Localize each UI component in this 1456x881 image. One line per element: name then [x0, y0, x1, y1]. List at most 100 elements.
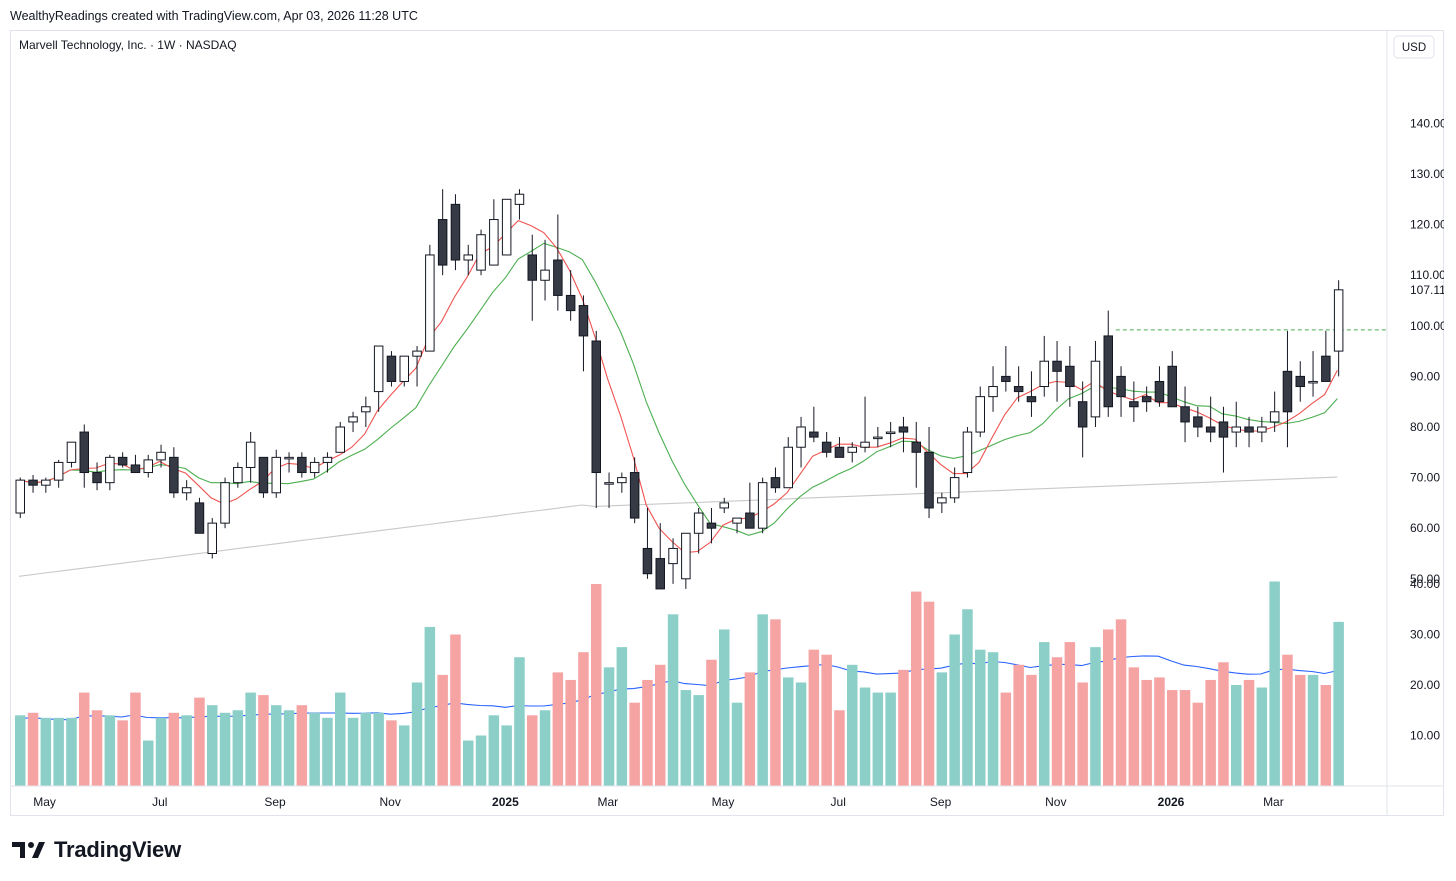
candle-body — [463, 254, 473, 261]
candle-body — [181, 487, 192, 494]
candle-body — [847, 446, 857, 453]
volume-bar — [591, 584, 602, 786]
candle-body — [297, 456, 307, 474]
candle-body — [911, 441, 921, 453]
volume-bar — [744, 672, 756, 786]
candle-body — [988, 386, 998, 398]
candle-body — [719, 502, 729, 509]
price-tick-label: 80.00 — [1410, 420, 1440, 434]
volume-bar — [642, 679, 653, 786]
candle-body — [693, 512, 704, 534]
volume-bar — [667, 614, 679, 786]
candle-body — [783, 446, 793, 489]
price-tick-label: 90.00 — [1410, 369, 1440, 383]
candle-body — [143, 459, 153, 474]
price-tick-label: 20.00 — [1410, 678, 1440, 692]
candle-body — [1231, 426, 1241, 433]
candle-body — [501, 198, 512, 256]
time-axis-label: Jul — [831, 795, 846, 809]
volume-bar — [1205, 679, 1216, 786]
candle-body — [1141, 396, 1152, 403]
volume-bar — [27, 712, 39, 786]
candle-body — [898, 426, 909, 433]
volume-bar — [296, 705, 308, 786]
candle-body — [1039, 360, 1049, 388]
candle-body — [949, 477, 960, 499]
volume-bar — [258, 695, 269, 786]
time-axis-label: Sep — [264, 795, 286, 809]
candle-body — [1103, 335, 1113, 408]
price-tick-label: 120.00 — [1410, 218, 1444, 232]
candle-body — [629, 472, 640, 519]
price-tick-label: 70.00 — [1410, 471, 1440, 485]
symbol-title: Marvell Technology, Inc. · 1W · NASDAQ — [19, 38, 237, 52]
volume-bar — [616, 647, 628, 786]
volume-bar — [565, 679, 576, 786]
volume-bar — [923, 601, 935, 786]
volume-bar — [424, 626, 436, 786]
time-axis-label: Sep — [930, 795, 952, 809]
volume-bar — [898, 669, 909, 786]
candle-body — [757, 482, 768, 529]
volume-bar — [155, 717, 167, 786]
candle-body — [770, 477, 781, 489]
candle-body — [1167, 365, 1177, 408]
ma-long-line — [18, 476, 1338, 577]
volume-bar — [271, 705, 282, 786]
currency-label: USD — [1402, 42, 1426, 54]
price-tick-label: 30.00 — [1410, 628, 1440, 642]
candle-body — [514, 193, 525, 205]
candle-body — [860, 441, 870, 448]
volume-bar — [1039, 642, 1050, 786]
candle-body — [373, 345, 384, 393]
volume-bar — [1077, 682, 1088, 786]
candle-body — [79, 431, 89, 474]
time-axis-label: Mar — [597, 795, 618, 809]
candle-body — [386, 355, 397, 382]
candle-body — [1308, 380, 1318, 384]
volume-bar — [399, 725, 410, 786]
volume-bar — [1192, 702, 1204, 786]
candle-body — [1333, 289, 1344, 352]
candle-body — [450, 203, 461, 261]
volume-bar — [539, 710, 551, 786]
volume-bar — [475, 735, 487, 786]
volume-bar — [578, 652, 589, 786]
volume-bar — [1218, 662, 1229, 786]
volume-bar — [1243, 679, 1255, 786]
volume-bar — [322, 717, 333, 786]
volume-bar — [514, 657, 525, 786]
candle-body — [1026, 396, 1037, 403]
candle-body — [681, 532, 691, 580]
candle-body — [412, 350, 422, 357]
volume-bar — [40, 717, 52, 786]
volume-bar — [91, 710, 103, 786]
candle-body — [809, 431, 819, 438]
volume-bar — [872, 692, 884, 786]
volume-bar — [821, 654, 832, 786]
volume-bar — [1282, 654, 1293, 786]
candle-body — [617, 477, 627, 484]
candle-body — [1129, 401, 1139, 408]
volume-bar — [1256, 687, 1268, 786]
volume-bar — [783, 677, 794, 786]
volume-bar — [527, 715, 538, 786]
volume-bar — [488, 715, 500, 786]
candle-body — [975, 396, 985, 433]
last-price-label: 107.11 — [1410, 283, 1444, 297]
candle-body — [66, 441, 77, 463]
currency-button[interactable] — [1393, 35, 1435, 59]
candle-body — [1077, 401, 1088, 428]
candle-body — [1295, 375, 1305, 388]
volume-bar — [501, 725, 512, 786]
volume-bar — [655, 664, 666, 786]
volume-bar — [1115, 619, 1127, 786]
volume-bar — [386, 720, 397, 786]
volume-bar — [168, 712, 180, 786]
tradingview-logo[interactable]: TradingView — [12, 836, 181, 864]
candle-body — [489, 219, 499, 266]
candle-body — [821, 441, 832, 453]
candle-body — [1065, 365, 1075, 388]
candle-body — [873, 436, 883, 440]
price-chart[interactable]: 140.00 130.00 120.00 110.00 100.00 90.00 80.00… — [10, 30, 1444, 816]
